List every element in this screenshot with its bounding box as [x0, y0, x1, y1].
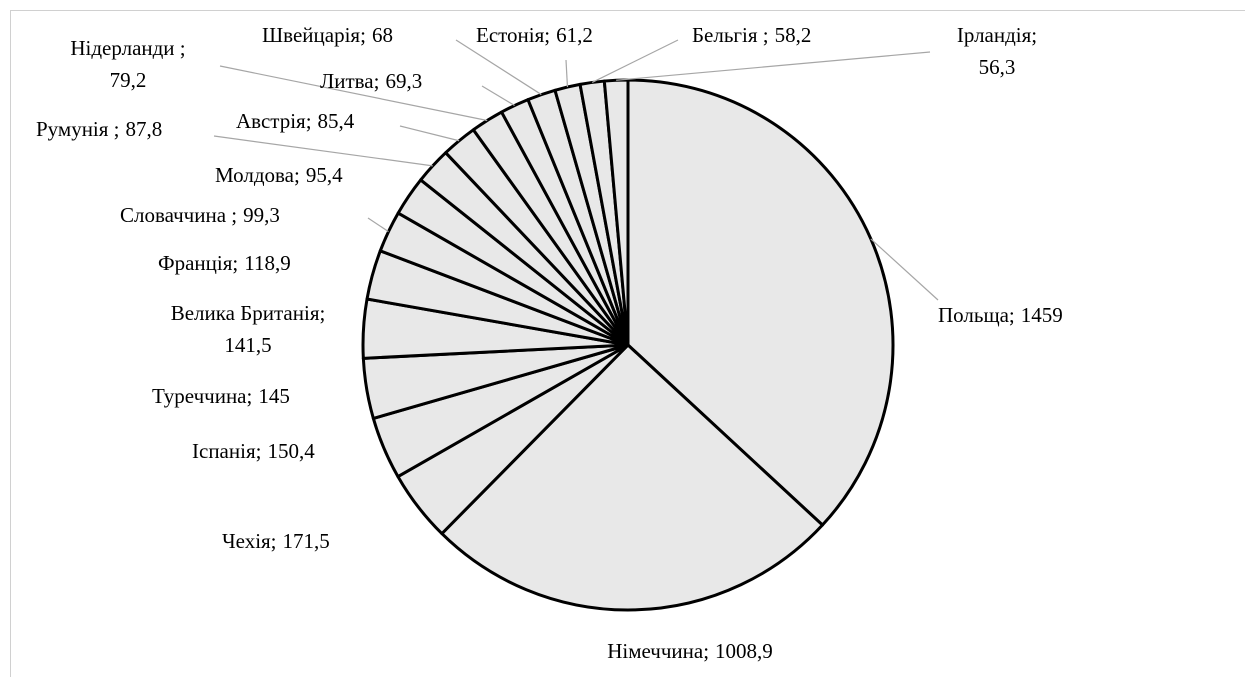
leader-line	[616, 51, 931, 81]
data-label: Чехія; 171,5	[222, 529, 330, 553]
value-label: 56,3	[979, 55, 1016, 79]
category-name: Молдова;	[215, 163, 300, 187]
category-name: Швейцарія;	[262, 23, 366, 47]
category-name: Естонія;	[476, 23, 550, 47]
category-name: Туреччина;	[152, 384, 252, 408]
leader-line	[367, 217, 389, 233]
category-name: Нідерланди ;	[70, 36, 185, 60]
data-label: Естонія; 61,2	[476, 23, 593, 47]
value-label: 58,2	[775, 23, 812, 47]
data-label: Нідерланди ; 79,2	[70, 36, 185, 92]
data-label: Велика Британія; 141,5	[171, 301, 326, 357]
value-label: 79,2	[110, 68, 147, 92]
data-label: Литва; 69,3	[320, 69, 422, 93]
data-label: Німеччина; 1008,9	[607, 639, 773, 663]
value-label: 118,9	[244, 251, 290, 275]
data-label: Словаччина ; 99,3	[120, 203, 280, 227]
value-label: 1459	[1021, 303, 1063, 327]
data-label: Молдова; 95,4	[215, 163, 343, 187]
leader-line	[591, 39, 679, 83]
value-label: 68	[372, 23, 393, 47]
category-name: Німеччина;	[607, 639, 709, 663]
leader-line	[565, 59, 569, 88]
value-label: 1008,9	[715, 639, 773, 663]
data-label: Франція; 118,9	[158, 251, 291, 275]
leader-line	[399, 125, 460, 142]
pie-slice	[440, 343, 824, 612]
category-name: Іспанія;	[192, 439, 261, 463]
leader-line	[455, 39, 542, 96]
category-name: Австрія;	[236, 109, 312, 133]
value-label: 171,5	[283, 529, 330, 553]
data-label: Туреччина; 145	[152, 384, 290, 408]
value-label: 87,8	[126, 117, 163, 141]
value-label: 141,5	[224, 333, 271, 357]
category-name: Литва;	[320, 69, 379, 93]
category-name: Румунія ;	[36, 117, 120, 141]
value-label: 99,3	[243, 203, 280, 227]
value-label: 69,3	[385, 69, 422, 93]
leader-line	[870, 238, 939, 301]
category-name: Велика Британія;	[171, 301, 326, 325]
data-label: Австрія; 85,4	[236, 109, 355, 133]
category-name: Чехія;	[222, 529, 277, 553]
pie-slice	[602, 78, 630, 347]
leader-line	[481, 85, 515, 107]
data-label: Іспанія; 150,4	[192, 439, 315, 463]
category-name: Словаччина ;	[120, 203, 237, 227]
data-label: Бельгія ; 58,2	[692, 23, 811, 47]
category-name: Бельгія ;	[692, 23, 769, 47]
data-label: Румунія ; 87,8	[36, 117, 162, 141]
value-label: 85,4	[318, 109, 355, 133]
leader-line	[219, 65, 488, 122]
leader-line	[213, 135, 433, 167]
category-name: Польща;	[938, 303, 1015, 327]
data-label: Швейцарія; 68	[262, 23, 393, 47]
value-label: 145	[258, 384, 290, 408]
category-name: Франція;	[158, 251, 238, 275]
value-label: 150,4	[267, 439, 315, 463]
chart-frame	[10, 10, 1245, 677]
value-label: 95,4	[306, 163, 343, 187]
value-label: 61,2	[556, 23, 593, 47]
category-name: Ірландія;	[957, 23, 1037, 47]
pie-slice	[626, 78, 895, 527]
data-label: Ірландія; 56,3	[957, 23, 1037, 79]
data-label: Польща; 1459	[938, 303, 1063, 327]
